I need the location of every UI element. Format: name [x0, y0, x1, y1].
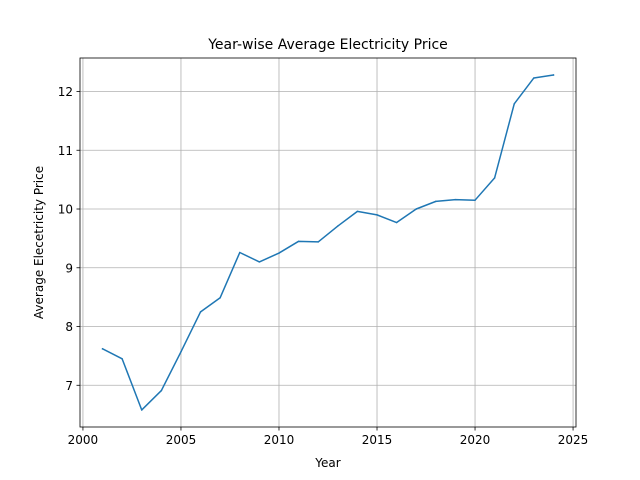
data-point [278, 252, 280, 254]
series-group [101, 74, 555, 411]
series-line [101, 74, 555, 411]
y-tick-label: 10 [58, 203, 73, 217]
x-axis-ticks: 2000 2005 2010 2015 2020 2025 [68, 427, 589, 447]
data-point [258, 261, 261, 263]
data-point [356, 210, 359, 213]
data-point [121, 358, 123, 360]
data-point [297, 240, 300, 243]
data-point [376, 214, 378, 216]
data-point [395, 221, 398, 224]
data-point [199, 311, 202, 313]
grid-lines [80, 58, 576, 427]
data-point [101, 348, 104, 350]
data-point [474, 199, 476, 201]
x-tick-label: 2020 [460, 433, 491, 447]
x-tick-label: 2025 [558, 433, 589, 447]
data-point [239, 251, 241, 254]
y-tick-label: 9 [65, 261, 73, 275]
data-point [160, 389, 163, 392]
plot-area [80, 58, 576, 427]
y-tick-label: 7 [65, 379, 73, 393]
x-tick-label: 2010 [264, 433, 295, 447]
plot-frame [79, 57, 577, 428]
data-point [435, 200, 437, 203]
x-tick-label: 2015 [362, 433, 393, 447]
data-point [180, 351, 182, 353]
data-point [337, 225, 339, 227]
data-point [533, 77, 535, 79]
y-tick-label: 8 [65, 320, 73, 334]
data-point [219, 296, 221, 299]
data-point [317, 241, 319, 243]
x-tick-label: 2005 [166, 433, 197, 447]
chart-title: Year-wise Average Electricity Price [207, 37, 448, 53]
data-point [513, 103, 515, 105]
data-point [454, 198, 457, 201]
y-axis-ticks: 7 8 9 10 11 12 [58, 85, 80, 393]
data-point [552, 74, 555, 76]
data-point [415, 208, 417, 210]
x-tick-label: 2000 [68, 433, 99, 447]
y-tick-label: 11 [58, 144, 73, 158]
data-point [493, 177, 496, 179]
data-point [141, 409, 143, 411]
x-axis-label: Year [314, 456, 340, 470]
y-tick-label: 12 [58, 85, 73, 99]
y-axis-label: Average Elecetricity Price [32, 166, 46, 319]
